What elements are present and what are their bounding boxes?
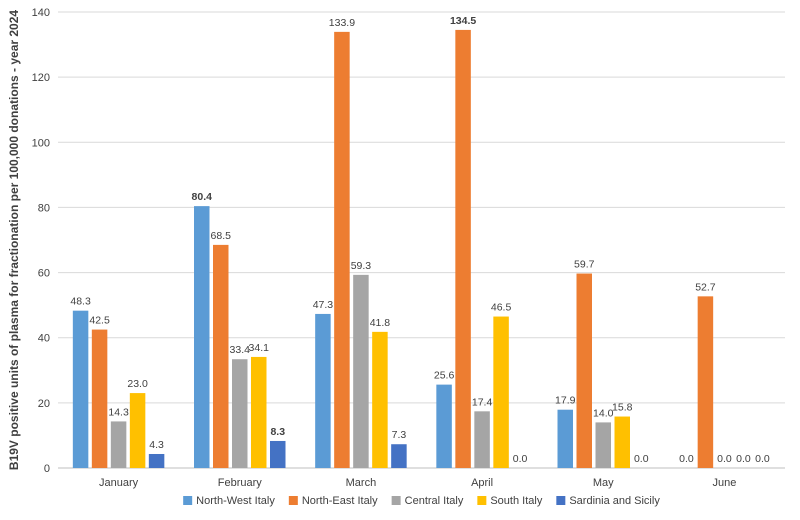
- data-label: 59.7: [574, 259, 595, 271]
- x-tick-label: February: [218, 477, 263, 489]
- data-label: 23.0: [127, 378, 148, 390]
- legend-swatch: [477, 496, 487, 505]
- y-tick-label: 60: [38, 268, 50, 280]
- bar: [391, 444, 407, 468]
- bar: [576, 273, 592, 468]
- bar: [72, 310, 89, 468]
- data-label: 34.1: [249, 342, 270, 354]
- data-label: 41.8: [370, 317, 391, 329]
- bar: [334, 31, 350, 469]
- data-label: 0.0: [634, 453, 649, 465]
- legend-label: Central Italy: [405, 495, 464, 507]
- legend-item: Sardinia and Sicily: [556, 495, 660, 507]
- y-tick-label: 120: [32, 72, 50, 84]
- legend-label: South Italy: [490, 495, 542, 507]
- legend-swatch: [391, 496, 401, 505]
- bar: [148, 453, 165, 468]
- data-label: 0.0: [513, 453, 528, 465]
- bar-series: [72, 29, 714, 469]
- bar: [697, 296, 714, 468]
- bar: [595, 422, 611, 468]
- legend-item: South Italy: [477, 495, 543, 507]
- data-label: 47.3: [313, 299, 334, 311]
- legend-label: Sardinia and Sicily: [569, 495, 660, 507]
- y-tick-label: 0: [44, 463, 50, 475]
- data-labels: 48.3 42.5 14.3 23.0 4.3 80.4 68.5 33.434.1 8.3 47…: [70, 15, 770, 465]
- x-tick-label: May: [593, 477, 614, 489]
- gridlines: [58, 11, 785, 469]
- x-tick-label: March: [346, 477, 377, 489]
- bar: [194, 206, 210, 468]
- data-label: 33.4: [230, 344, 251, 356]
- data-label: 25.6: [434, 370, 455, 382]
- data-label: 80.4: [192, 191, 213, 203]
- bar: [474, 411, 490, 468]
- legend-label: North-West Italy: [196, 495, 275, 507]
- y-tick-label: 80: [38, 202, 50, 214]
- bar: [110, 421, 127, 468]
- y-axis-ticks: 0 20 40 60 80 100 120 140: [32, 7, 50, 475]
- bar: [91, 329, 108, 468]
- data-label: 48.3: [70, 296, 91, 308]
- x-tick-label: January: [99, 477, 139, 489]
- legend-item: North-West Italy: [183, 495, 275, 507]
- data-label: 134.5: [450, 15, 476, 27]
- data-label: 42.5: [89, 315, 110, 327]
- x-axis-ticks: January February March April May June: [99, 477, 736, 489]
- bar: [353, 274, 369, 468]
- bar: [436, 384, 452, 468]
- bar: [251, 356, 267, 468]
- data-label: 0.0: [679, 453, 694, 465]
- bar: [315, 313, 331, 468]
- y-tick-label: 20: [38, 398, 50, 410]
- y-tick-label: 100: [32, 137, 50, 149]
- data-label: 133.9: [329, 17, 355, 29]
- legend: North-West Italy North-East Italy Central …: [183, 495, 660, 507]
- legend-item: North-East Italy: [288, 495, 378, 507]
- legend-swatch: [556, 496, 566, 505]
- data-label: 7.3: [392, 429, 407, 441]
- data-label: 8.3: [270, 426, 285, 438]
- legend-item: Central Italy: [391, 495, 464, 507]
- x-tick-label: April: [471, 477, 493, 489]
- y-axis-label: B19V positive units of plasma for fracti…: [7, 10, 21, 470]
- data-label: 4.3: [149, 439, 164, 451]
- bar: [129, 393, 146, 468]
- bar: [232, 359, 248, 468]
- bar: [213, 244, 229, 468]
- y-tick-label: 140: [32, 7, 50, 19]
- data-label: 14.0: [593, 407, 614, 419]
- bar: [372, 331, 388, 468]
- legend-swatch: [183, 496, 193, 505]
- bar: [270, 440, 286, 468]
- data-label: 68.5: [211, 230, 232, 242]
- bar: [614, 416, 630, 468]
- x-tick-label: June: [712, 477, 736, 489]
- data-label: 0.0: [736, 453, 751, 465]
- data-label: 0.0: [717, 453, 732, 465]
- data-label: 0.0: [755, 453, 770, 465]
- data-label: 14.3: [108, 406, 129, 418]
- data-label: 15.8: [612, 402, 633, 414]
- data-label: 17.4: [472, 396, 493, 408]
- bar: [455, 29, 471, 469]
- legend-label: North-East Italy: [302, 495, 378, 507]
- data-label: 17.9: [555, 395, 576, 407]
- data-label: 46.5: [491, 302, 512, 314]
- legend-swatch: [288, 496, 298, 505]
- y-tick-label: 40: [38, 333, 50, 345]
- data-label: 59.3: [351, 260, 372, 272]
- bar: [557, 409, 573, 468]
- bar: [493, 316, 509, 468]
- data-label: 52.7: [695, 281, 716, 293]
